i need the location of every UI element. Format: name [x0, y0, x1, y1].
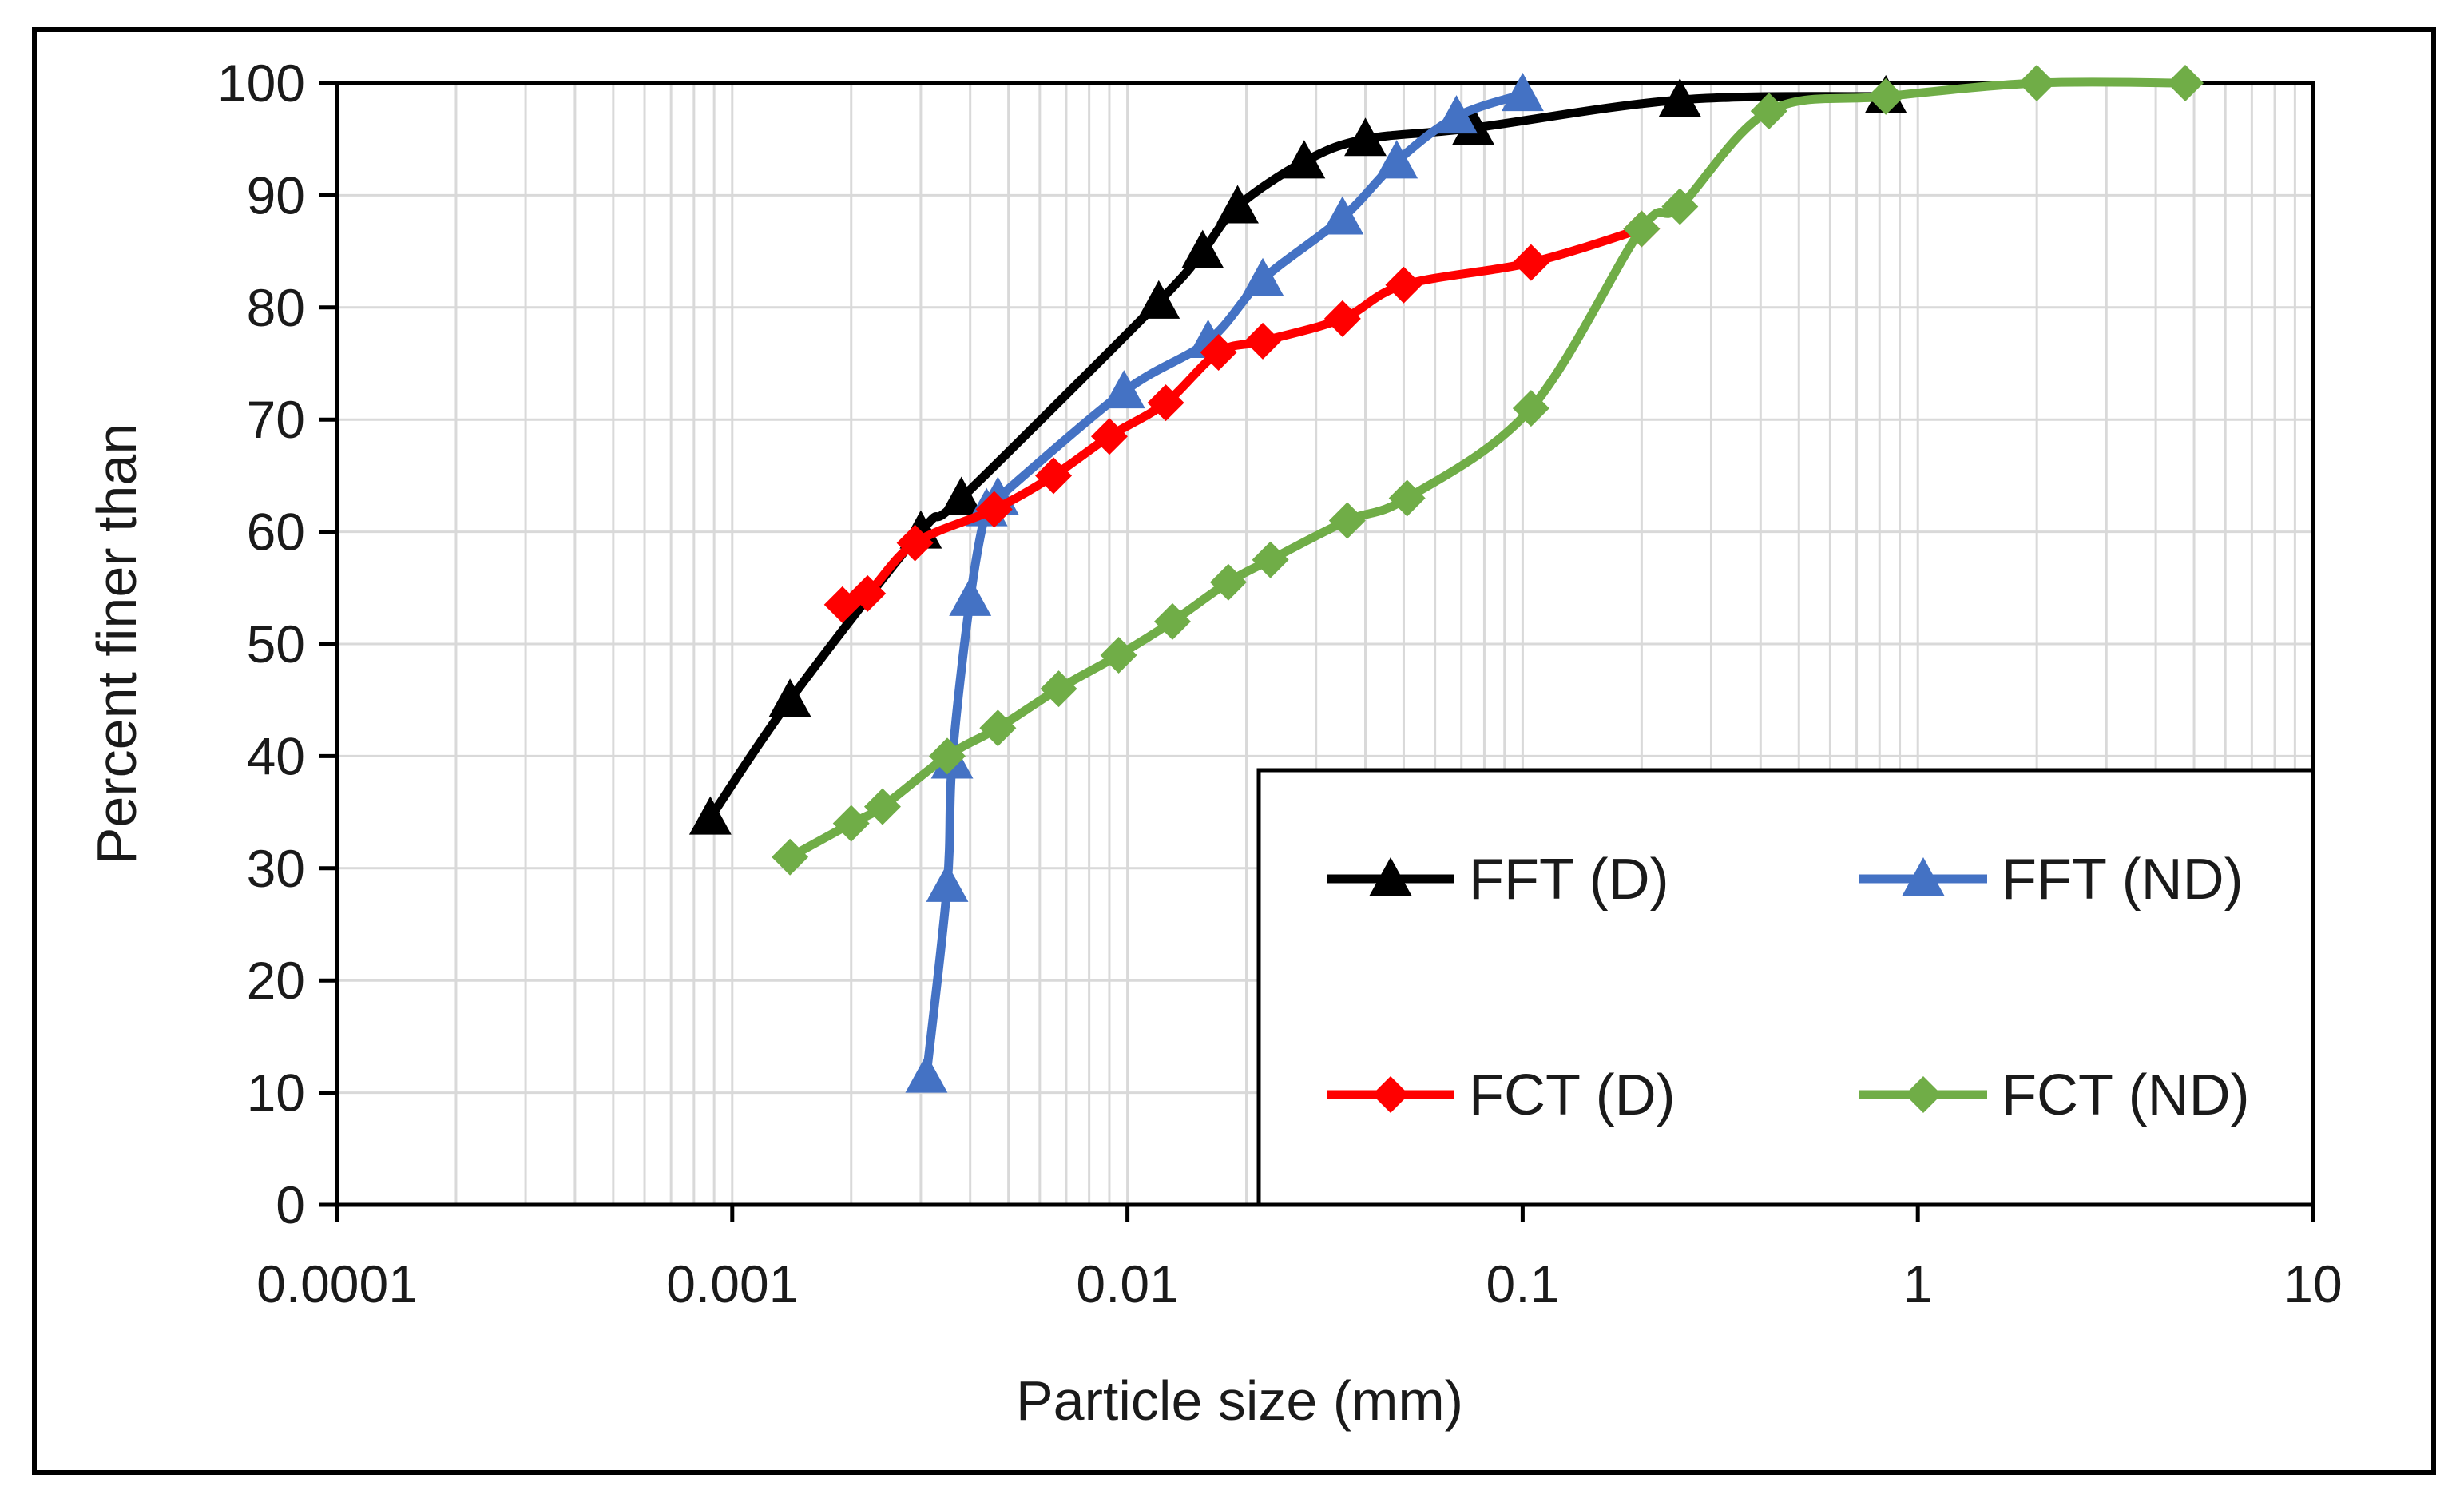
data-point-fct-nd [1100, 637, 1137, 674]
y-tick-label: 90 [247, 165, 305, 225]
data-point-fft-nd [1321, 196, 1364, 235]
legend-label: FFT (ND) [2002, 848, 2244, 912]
legend: FFT (D) FFT (ND) FCT (D) FCT (ND) [1256, 768, 2315, 1207]
data-point-fct-nd [1750, 93, 1787, 130]
series-fft-d [688, 74, 1907, 835]
y-tick-label: 100 [217, 54, 305, 113]
data-point-fct-nd [2018, 65, 2056, 101]
data-point-fft-d [1658, 78, 1701, 117]
data-point-fct-nd [2167, 65, 2204, 101]
chart-frame: 0 10 20 30 40 50 60 70 80 90 100 0.0001 0.001 0.01 0.1… [32, 27, 2436, 1475]
legend-swatch-marker [1905, 1076, 1942, 1113]
series-line-fft-d [705, 92, 1891, 823]
y-tick-label: 40 [247, 726, 305, 785]
data-point-fft-nd [905, 1054, 948, 1093]
data-point-fct-nd [1153, 602, 1191, 640]
legend-box [1256, 768, 2315, 1207]
data-point-fct-d [1512, 244, 1549, 281]
data-point-fct-d [1323, 300, 1361, 337]
series-fft-nd [905, 73, 1544, 1093]
data-point-fft-d [1137, 280, 1180, 319]
x-tick-label: 10 [2283, 1254, 2342, 1313]
y-tick-label: 60 [247, 503, 305, 562]
data-point-fct-nd [772, 838, 809, 876]
data-point-fft-d [1216, 185, 1259, 224]
data-point-fct-nd [832, 805, 870, 842]
legend-label: FCT (D) [1469, 1063, 1676, 1127]
y-tick-label: 70 [247, 390, 305, 449]
data-point-fft-d [1452, 106, 1495, 145]
x-tick-label: 0.001 [666, 1254, 798, 1313]
series-fct-nd [772, 65, 2204, 876]
data-point-fct-nd [1661, 188, 1699, 225]
series-line-fct-nd [785, 77, 2190, 862]
x-tick-label: 0.1 [1486, 1254, 1560, 1313]
data-point-fft-nd [1501, 73, 1544, 112]
data-point-fft-nd [1241, 257, 1284, 296]
data-point-fct-nd [1512, 390, 1549, 427]
legend-item-fft-d: FFT (D) [1327, 848, 1669, 912]
x-tick-label: 0.0001 [256, 1254, 418, 1313]
legend-swatch-marker [1902, 857, 1945, 896]
data-point-fft-nd [1102, 370, 1145, 409]
data-point-fct-nd [1209, 563, 1247, 601]
data-point-fft-nd [1375, 140, 1418, 179]
legend-label: FFT (D) [1469, 848, 1669, 912]
data-point-fft-d [1283, 140, 1326, 179]
data-point-fft-nd [926, 863, 969, 902]
legend-label: FCT (ND) [2002, 1063, 2250, 1127]
data-point-fct-nd [979, 709, 1017, 747]
legend-item-fft-nd: FFT (ND) [1859, 848, 2244, 912]
data-point-fct-nd [1328, 502, 1366, 539]
y-tick-label: 80 [247, 278, 305, 337]
data-point-fct-d [1200, 333, 1237, 371]
data-point-fct-nd [1388, 479, 1426, 517]
legend-swatch-marker [1372, 1076, 1409, 1113]
y-axis-title: Percent finer than [85, 423, 148, 865]
chart-canvas: 0 10 20 30 40 50 60 70 80 90 100 0.0001 0.001 0.01 0.1… [85, 54, 2343, 1432]
data-point-fct-nd [1040, 670, 1077, 708]
data-point-fct-d [1147, 384, 1184, 422]
data-point-fct-nd [1867, 77, 1905, 115]
x-tick-label: 1 [1903, 1254, 1933, 1313]
data-point-fft-d [1181, 229, 1224, 268]
data-point-fft-nd [1435, 95, 1478, 134]
data-point-fft-d [1344, 117, 1387, 157]
data-point-fft-d [688, 796, 732, 835]
data-point-fct-d [1035, 457, 1073, 495]
legend-swatch-marker [1369, 857, 1412, 896]
x-axis-title: Particle size (mm) [1016, 1369, 1463, 1432]
data-point-fct-d [896, 524, 934, 562]
data-point-fct-d [849, 574, 887, 612]
series-layer [688, 65, 2204, 1093]
y-tick-label: 30 [247, 839, 305, 898]
legend-item-fct-d: FCT (D) [1327, 1063, 1676, 1127]
axis-ticks: 0 10 20 30 40 50 60 70 80 90 100 0.0001 0.001 0.01 0.1… [217, 54, 2343, 1313]
data-point-fct-d [975, 491, 1013, 528]
data-point-fft-nd [949, 577, 992, 616]
y-tick-label: 0 [276, 1175, 305, 1234]
legend-item-fct-nd: FCT (ND) [1859, 1063, 2250, 1127]
data-point-fct-nd [1623, 210, 1661, 248]
data-point-fft-d [768, 678, 811, 717]
data-point-fct-nd [863, 788, 901, 825]
data-point-fft-d [940, 476, 983, 515]
y-tick-label: 20 [247, 951, 305, 1010]
x-tick-label: 0.01 [1076, 1254, 1178, 1313]
data-point-fct-nd [1252, 541, 1289, 578]
data-point-fct-nd [929, 737, 966, 775]
data-point-fct-d [1244, 322, 1282, 360]
y-tick-label: 10 [247, 1063, 305, 1123]
data-point-fct-d [1385, 266, 1422, 304]
y-tick-label: 50 [247, 614, 305, 674]
data-point-fct-d [1090, 418, 1128, 455]
